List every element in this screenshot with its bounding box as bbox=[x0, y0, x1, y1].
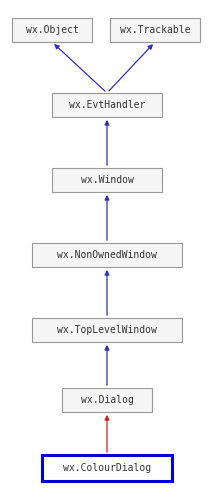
Text: wx.Trackable: wx.Trackable bbox=[120, 25, 190, 35]
FancyBboxPatch shape bbox=[32, 318, 182, 342]
Text: wx.Object: wx.Object bbox=[25, 25, 79, 35]
FancyBboxPatch shape bbox=[62, 388, 152, 412]
Text: wx.TopLevelWindow: wx.TopLevelWindow bbox=[57, 325, 157, 335]
FancyBboxPatch shape bbox=[52, 168, 162, 192]
Text: wx.ColourDialog: wx.ColourDialog bbox=[63, 463, 151, 473]
FancyBboxPatch shape bbox=[42, 455, 172, 481]
Text: wx.Dialog: wx.Dialog bbox=[80, 395, 134, 405]
Text: wx.Window: wx.Window bbox=[80, 175, 134, 185]
FancyBboxPatch shape bbox=[32, 243, 182, 267]
Text: wx.NonOwnedWindow: wx.NonOwnedWindow bbox=[57, 250, 157, 260]
FancyBboxPatch shape bbox=[12, 18, 92, 42]
FancyBboxPatch shape bbox=[52, 93, 162, 117]
FancyBboxPatch shape bbox=[110, 18, 200, 42]
Text: wx.EvtHandler: wx.EvtHandler bbox=[69, 100, 145, 110]
